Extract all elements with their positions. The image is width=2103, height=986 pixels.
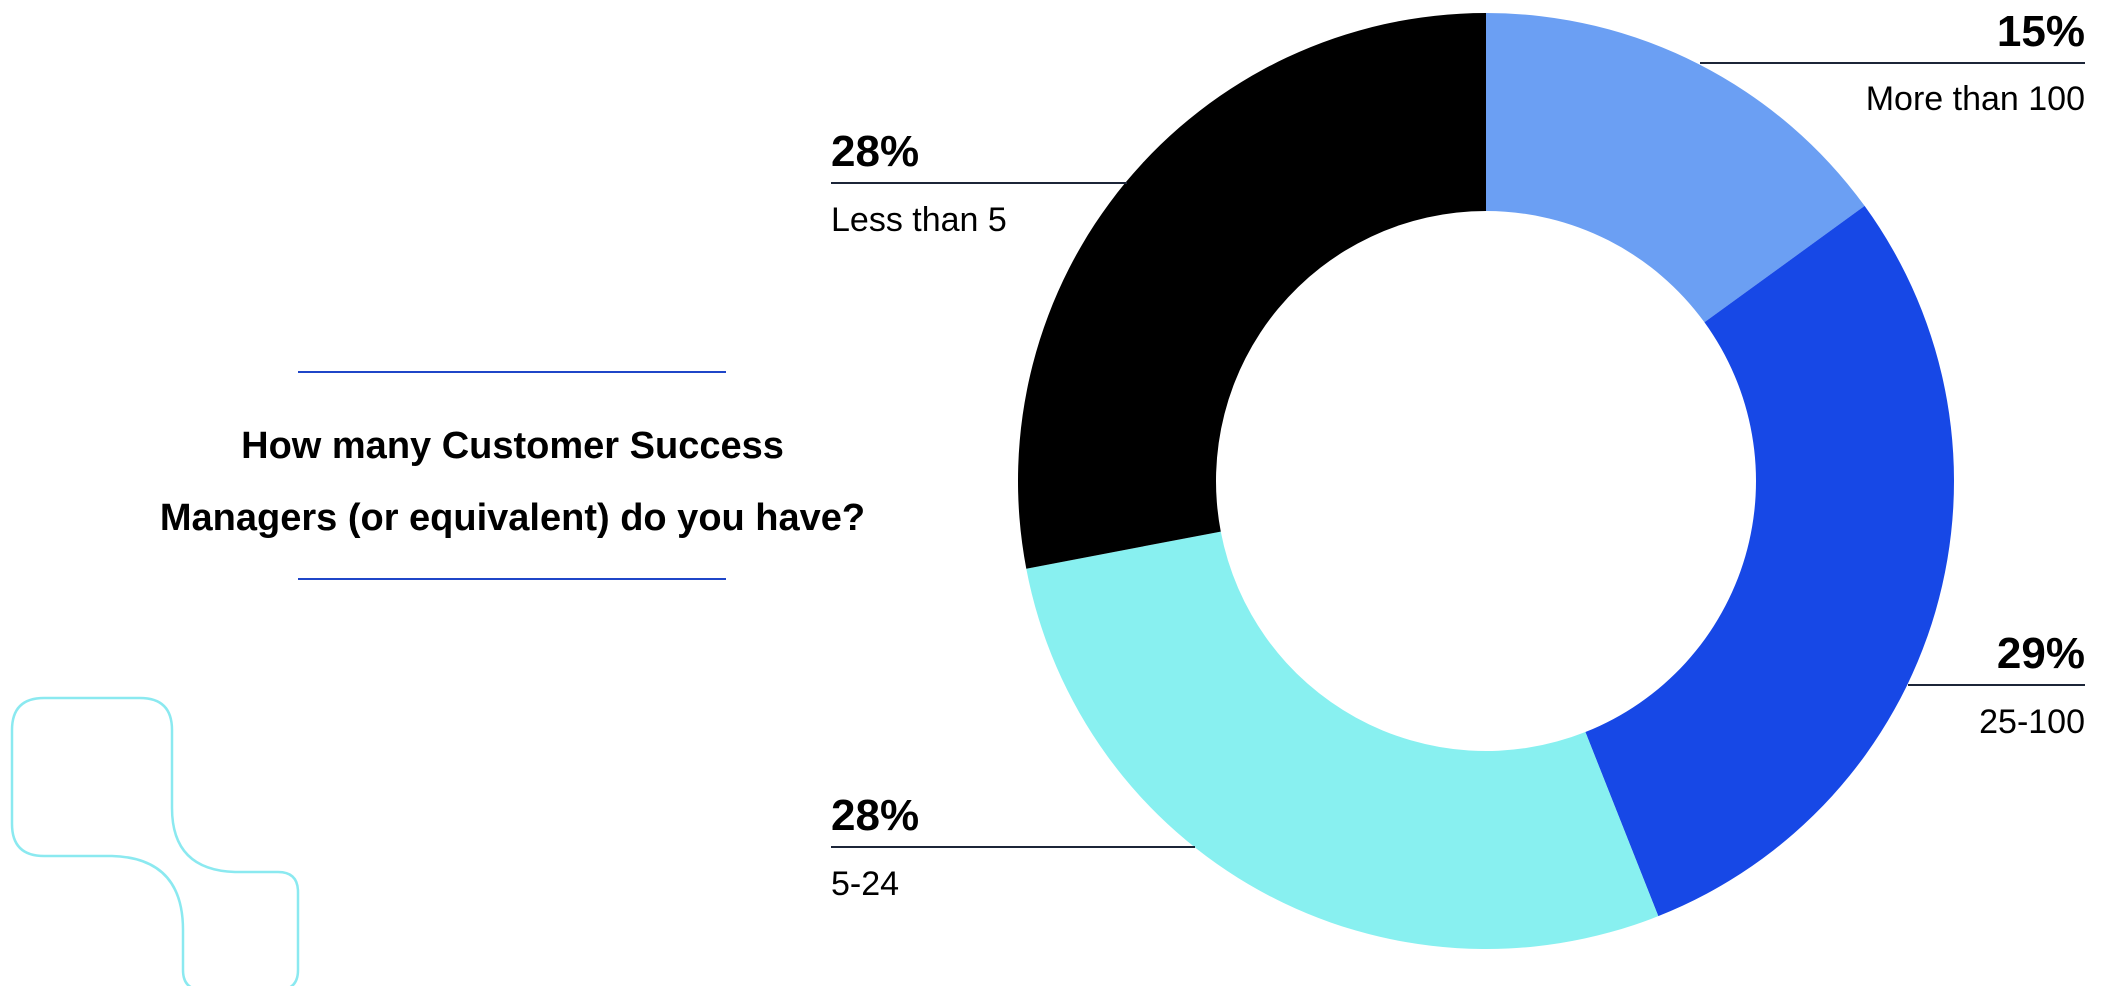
donut-slice-25-100 bbox=[1585, 205, 1955, 917]
question-bottom-rule bbox=[298, 578, 726, 580]
slice-category-label: 25-100 bbox=[1979, 703, 2085, 741]
donut-slice-more-than-100 bbox=[1486, 13, 1865, 323]
question-top-rule bbox=[298, 371, 726, 373]
question-title: How many Customer Success Managers (or e… bbox=[90, 410, 935, 554]
question-line-1: How many Customer Success bbox=[241, 425, 784, 467]
slice-percentage-label: 15% bbox=[1997, 7, 2085, 56]
slice-percentage-label: 28% bbox=[831, 127, 919, 176]
slice-percentage-label: 28% bbox=[831, 791, 919, 840]
donut-slice-5-24 bbox=[1026, 531, 1659, 949]
donut-slice-less-than-5 bbox=[1017, 13, 1486, 569]
slice-category-label: 5-24 bbox=[831, 865, 899, 903]
slice-category-label: More than 100 bbox=[1866, 80, 2085, 118]
slice-percentage-label: 29% bbox=[1997, 629, 2085, 678]
question-line-2: Managers (or equivalent) do you have? bbox=[159, 497, 866, 539]
slice-category-label: Less than 5 bbox=[831, 201, 1007, 239]
